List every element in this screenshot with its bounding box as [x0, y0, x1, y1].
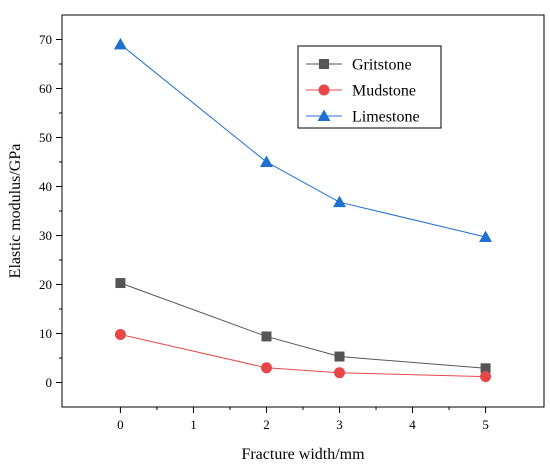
data-point-limestone: [113, 37, 127, 50]
y-tick-label: 0: [46, 375, 53, 390]
data-point-limestone: [479, 230, 493, 242]
x-tick-label: 2: [263, 417, 270, 432]
data-point-gritstone: [261, 331, 272, 342]
legend-label-gritstone: Gritstone: [352, 57, 412, 74]
series-line-gritstone: [120, 282, 486, 369]
x-tick-label: 3: [336, 417, 343, 432]
x-axis-title: Fracture width/mm: [241, 446, 365, 463]
series-line-limestone: [120, 44, 486, 238]
legend-label-limestone: Limestone: [352, 109, 420, 126]
x-tick-label: 5: [482, 417, 489, 432]
data-point-mudstone: [260, 362, 272, 374]
legend-marker-mudstone: [318, 84, 330, 96]
legend: Gritstone Mudstone Limestone: [297, 45, 442, 129]
y-tick-label: 40: [39, 179, 52, 194]
data-point-limestone: [259, 155, 273, 167]
legend-label-mudstone: Mudstone: [352, 83, 416, 100]
data-point-gritstone: [334, 351, 345, 362]
y-tick-label: 30: [39, 228, 52, 243]
data-point-gritstone: [115, 278, 126, 289]
y-tick-label: 10: [39, 326, 52, 341]
data-point-mudstone: [114, 328, 126, 340]
x-tick-label: 0: [117, 417, 124, 432]
data-point-limestone: [333, 195, 347, 208]
data-point-mudstone: [480, 371, 492, 383]
y-tick-label: 70: [39, 32, 52, 47]
legend-marker-limestone: [317, 109, 331, 121]
y-axis-title: Elastic modulus/GPa: [7, 144, 24, 279]
x-tick-label: 1: [190, 417, 197, 432]
legend-items: Gritstone Mudstone Limestone: [306, 57, 420, 126]
data-point-mudstone: [334, 367, 346, 379]
series-line-mudstone: [120, 333, 486, 378]
legend-marker-gritstone: [319, 59, 329, 69]
series-layer: [113, 37, 493, 383]
x-tick-label: 4: [409, 417, 416, 432]
y-tick-label: 20: [39, 277, 52, 292]
y-tick-label: 50: [39, 130, 52, 145]
y-tick-label: 60: [39, 81, 52, 96]
data-point-gritstone: [480, 363, 491, 374]
